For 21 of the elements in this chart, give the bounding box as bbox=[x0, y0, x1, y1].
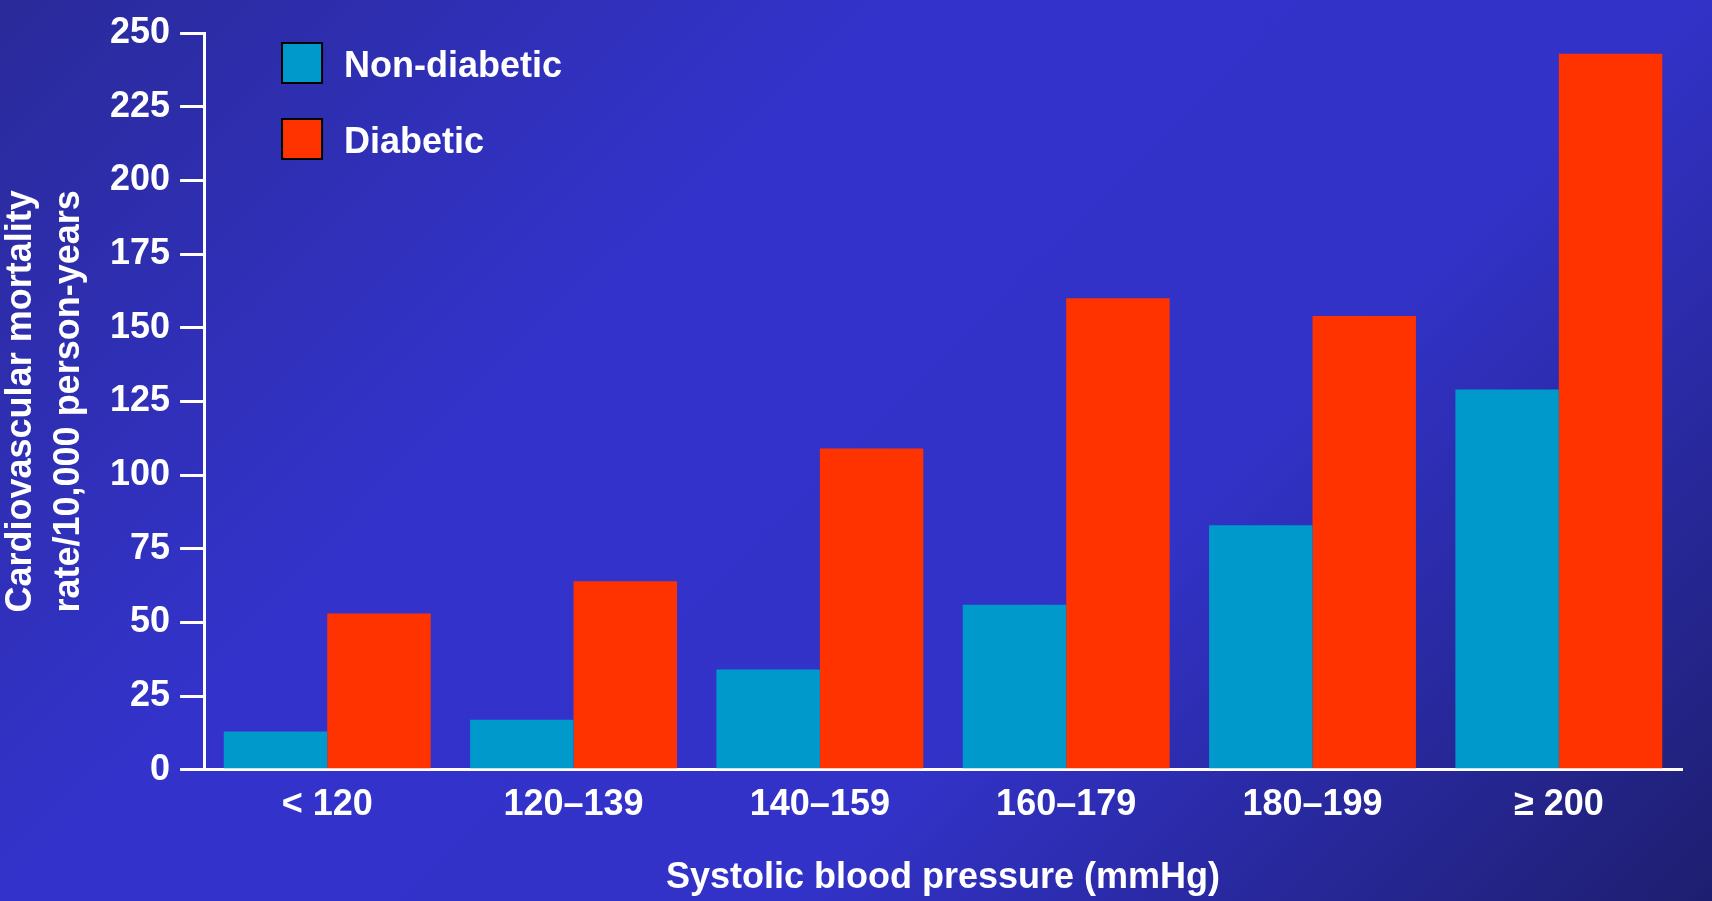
x-tick-label: 160–179 bbox=[996, 782, 1137, 824]
x-tick-label: 180–199 bbox=[1242, 782, 1383, 824]
y-tick-label: 175 bbox=[109, 230, 171, 272]
y-tick-label: 250 bbox=[109, 9, 171, 51]
y-axis-title: Cardiovascular mortality rate/10,000 person-years bbox=[0, 190, 87, 613]
y-tick-label: 150 bbox=[109, 304, 171, 346]
y-tick-label: 50 bbox=[130, 599, 171, 641]
legend-label: Diabetic bbox=[344, 119, 485, 161]
legend-label: Non-diabetic bbox=[344, 43, 563, 85]
y-tick-label: 100 bbox=[109, 452, 171, 493]
x-tick-label: 120–139 bbox=[503, 782, 644, 824]
y-tick-label: 75 bbox=[130, 525, 171, 567]
x-axis-title: Systolic blood pressure (mmHg) bbox=[665, 854, 1221, 896]
y-tick-label: 25 bbox=[130, 673, 171, 715]
x-tick-label: ≥ 200 bbox=[1513, 782, 1604, 824]
y-tick-label: 125 bbox=[109, 378, 171, 420]
y-tick-label: 225 bbox=[109, 83, 171, 125]
y-tick-label: 200 bbox=[109, 157, 171, 199]
x-tick-label: 140–159 bbox=[749, 782, 890, 824]
y-tick-label: 0 bbox=[150, 746, 171, 788]
x-tick-label: < 120 bbox=[281, 782, 373, 824]
